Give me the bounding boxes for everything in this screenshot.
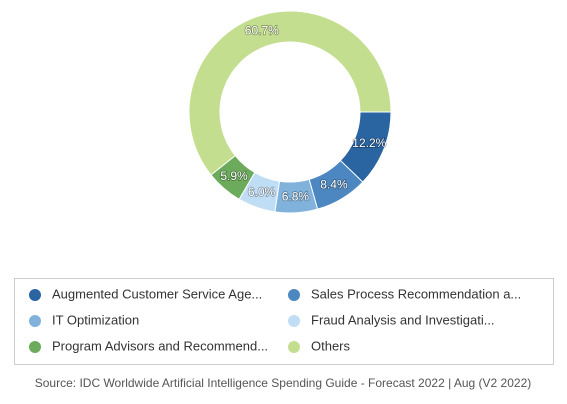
data-label: 6.8%	[282, 190, 310, 204]
legend-marker[interactable]	[288, 315, 300, 327]
data-label: 12.2%	[352, 136, 386, 150]
legend-marker[interactable]	[29, 341, 41, 353]
legend-marker[interactable]	[29, 289, 41, 301]
data-label: 5.9%	[220, 169, 248, 183]
source-note: Source: IDC Worldwide Artificial Intelli…	[35, 376, 532, 390]
legend-label[interactable]: Sales Process Recommendation a...	[311, 286, 521, 301]
data-label: 6.0%	[248, 185, 276, 199]
legend-marker[interactable]	[29, 315, 41, 327]
legend-label[interactable]: Program Advisors and Recommend...	[52, 338, 268, 353]
donut-slice	[188, 10, 392, 176]
legend-box	[14, 278, 554, 365]
data-label: 60.7%	[245, 23, 279, 37]
legend-marker[interactable]	[288, 341, 300, 353]
legend-label[interactable]: IT Optimization	[52, 312, 139, 327]
legend-label[interactable]: Others	[311, 338, 351, 353]
legend-label[interactable]: Augmented Customer Service Age...	[52, 286, 262, 301]
legend-label[interactable]: Fraud Analysis and Investigati...	[311, 312, 495, 327]
legend-marker[interactable]	[288, 289, 300, 301]
data-label: 8.4%	[320, 177, 348, 191]
